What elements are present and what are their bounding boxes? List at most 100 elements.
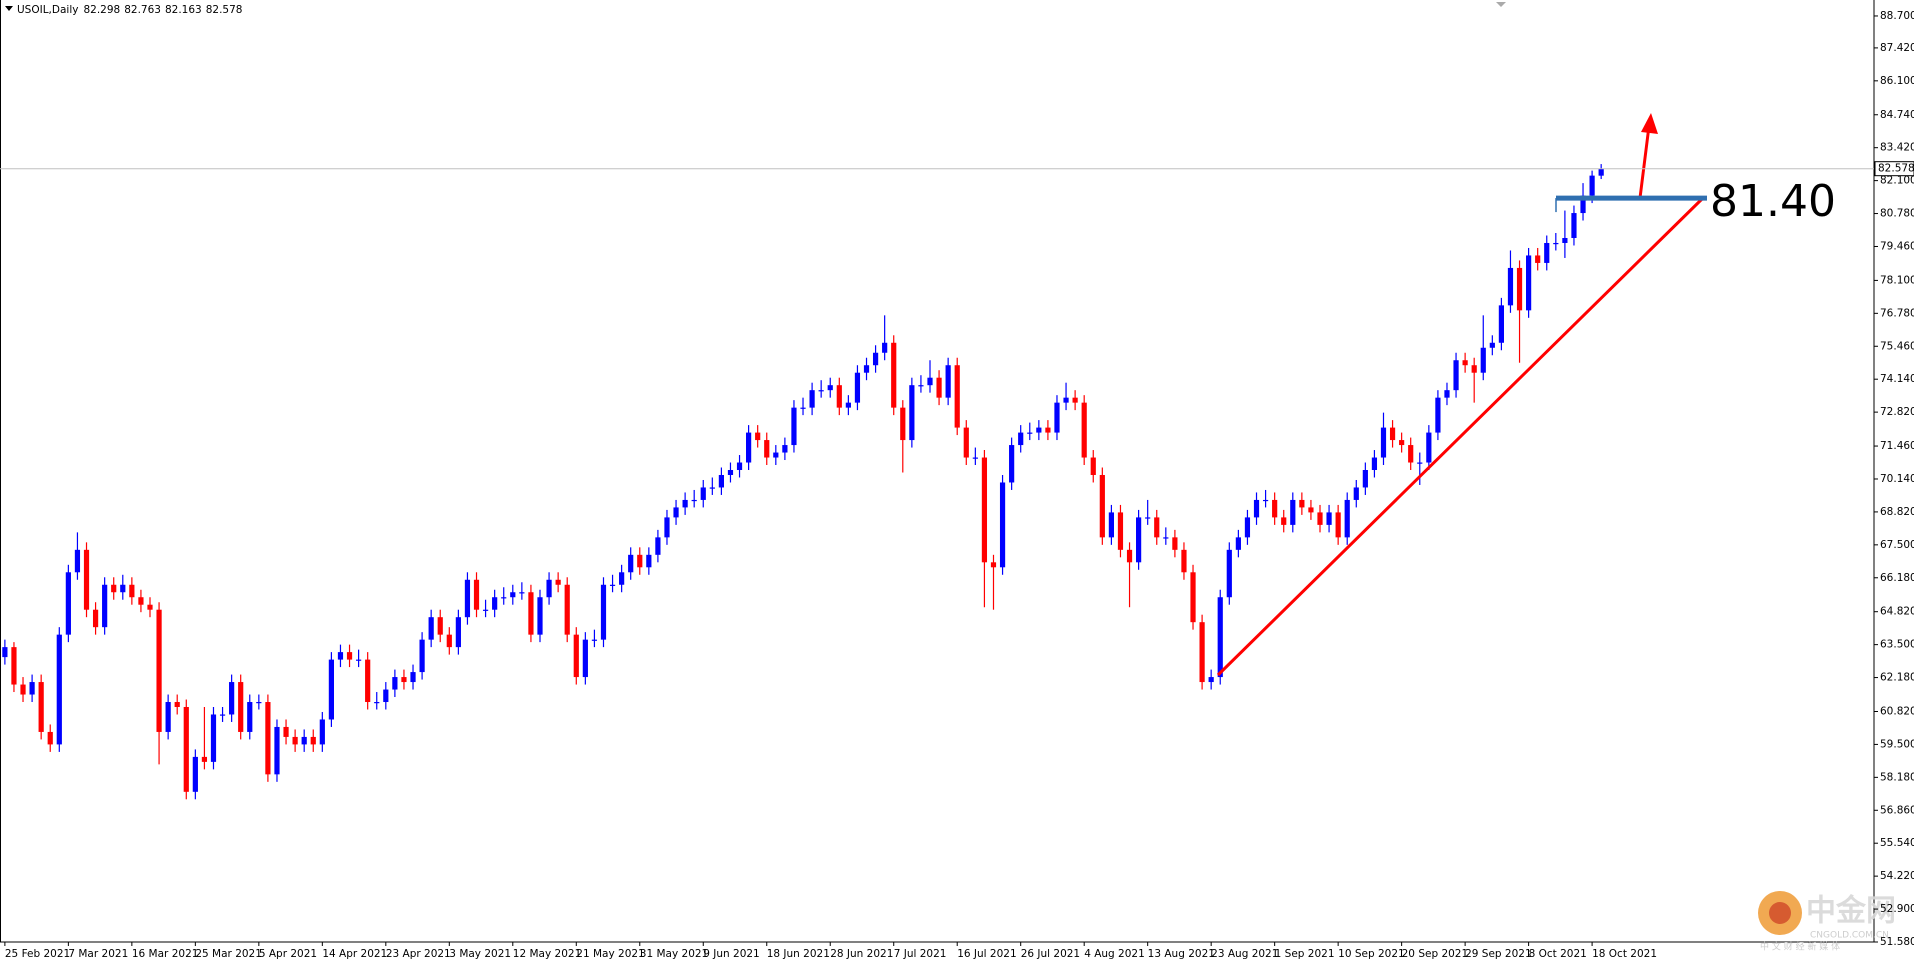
y-tick-label: 52.900 [1880, 903, 1914, 915]
candle-body [1136, 517, 1142, 563]
candle-body [664, 517, 670, 538]
current-price-label: 82.578 [1878, 163, 1914, 175]
candle-body [818, 390, 824, 392]
symbol-title: USOIL,Daily [17, 4, 78, 16]
candle-body [909, 385, 915, 441]
candle-body [809, 390, 815, 408]
candle-body [392, 677, 398, 690]
candle-body [773, 452, 779, 458]
candle-body [691, 499, 697, 502]
shift-marker [1496, 2, 1506, 7]
candle-body [981, 457, 988, 563]
x-tick-label: 16 Mar 2021 [132, 948, 199, 960]
watermark-name: 中金网 [1806, 894, 1896, 929]
x-tick-label: 18 Oct 2021 [1592, 948, 1657, 960]
candle-body [1371, 457, 1378, 471]
level-annotation: 81.40 [1710, 176, 1836, 227]
candle-body [673, 507, 679, 518]
candle-body [501, 597, 507, 599]
candle-body [65, 572, 71, 635]
candle-body [872, 352, 879, 366]
x-tick-label: 26 Jul 2021 [1021, 948, 1080, 960]
candle-body [1589, 175, 1595, 196]
candle-body [782, 445, 788, 453]
candle-body [147, 604, 153, 610]
candle-body [446, 634, 452, 648]
candle-body [555, 579, 561, 585]
candle-body [1362, 470, 1368, 488]
candle-body [1235, 537, 1241, 550]
candle-body [201, 756, 208, 762]
candle-body [265, 702, 271, 775]
y-tick-label: 64.820 [1880, 606, 1914, 618]
arrow-head [1641, 113, 1658, 134]
y-tick-label: 59.500 [1880, 738, 1914, 750]
y-tick-label: 51.580 [1880, 936, 1914, 948]
y-tick-label: 71.460 [1880, 440, 1914, 452]
candle-body [229, 682, 235, 715]
candle-body [11, 647, 17, 685]
y-tick-label: 56.860 [1880, 804, 1914, 816]
candle-body [1417, 462, 1423, 464]
candle-body [1036, 427, 1042, 433]
candle-body [129, 584, 135, 598]
candle-body [891, 342, 897, 408]
candle-body [455, 617, 461, 648]
header-low: 82.163 [165, 4, 202, 16]
candle-body [2, 647, 8, 658]
watermark-logo-core [1769, 902, 1791, 924]
candle-body [1009, 445, 1015, 483]
current-price-box [1874, 161, 1914, 177]
candle-body [1444, 390, 1450, 398]
candle-body [1018, 432, 1024, 446]
candle-body [1299, 499, 1305, 508]
candle-body [700, 487, 706, 500]
candle-body [1453, 360, 1459, 391]
candle-body [936, 377, 942, 398]
y-tick-label: 79.460 [1880, 240, 1914, 252]
candle-body [256, 702, 262, 704]
candle-body [854, 372, 861, 403]
candle-body [573, 634, 579, 678]
candle-body [972, 457, 978, 459]
candle-body [419, 639, 425, 673]
candle-body [410, 672, 416, 683]
candle-body [219, 714, 226, 716]
candle-body [1253, 499, 1260, 518]
candle-body [29, 682, 35, 695]
candle-body [1435, 397, 1441, 433]
candle-body [863, 365, 870, 373]
candle-body [274, 726, 280, 775]
candle-body [1462, 360, 1468, 366]
candle-body [1290, 499, 1296, 525]
candle-body [165, 702, 171, 732]
x-tick-label: 25 Feb 2021 [5, 948, 70, 960]
header-close: 82.578 [206, 4, 243, 16]
header-open: 82.298 [83, 4, 120, 16]
x-tick-label: 16 Jul 2021 [957, 948, 1016, 960]
candle-body [56, 634, 62, 745]
candle-body [383, 689, 389, 703]
candle-body [1498, 305, 1504, 343]
candle-body [1226, 549, 1232, 598]
candle-body [836, 385, 842, 408]
candle-body [1117, 512, 1124, 550]
y-tick-label: 62.180 [1880, 672, 1914, 684]
candle-body [990, 562, 997, 568]
trend-line [1216, 196, 1705, 677]
candle-body [628, 554, 634, 573]
candle-body [47, 731, 53, 745]
x-tick-label: 14 Apr 2021 [322, 948, 387, 960]
candle-body [492, 597, 498, 610]
candle-body [482, 609, 489, 611]
candle-body [1181, 549, 1187, 573]
arrow-shaft [1638, 125, 1651, 199]
candle-body [301, 736, 307, 745]
y-tick-label: 58.180 [1880, 771, 1914, 783]
x-tick-label: 29 Sep 2021 [1465, 948, 1532, 960]
symbol-arrow [5, 6, 13, 11]
x-tick-label: 31 May 2021 [640, 948, 708, 960]
watermark-site: CNGOLD.COM.CN [1810, 931, 1889, 941]
candle-body [1308, 507, 1314, 513]
